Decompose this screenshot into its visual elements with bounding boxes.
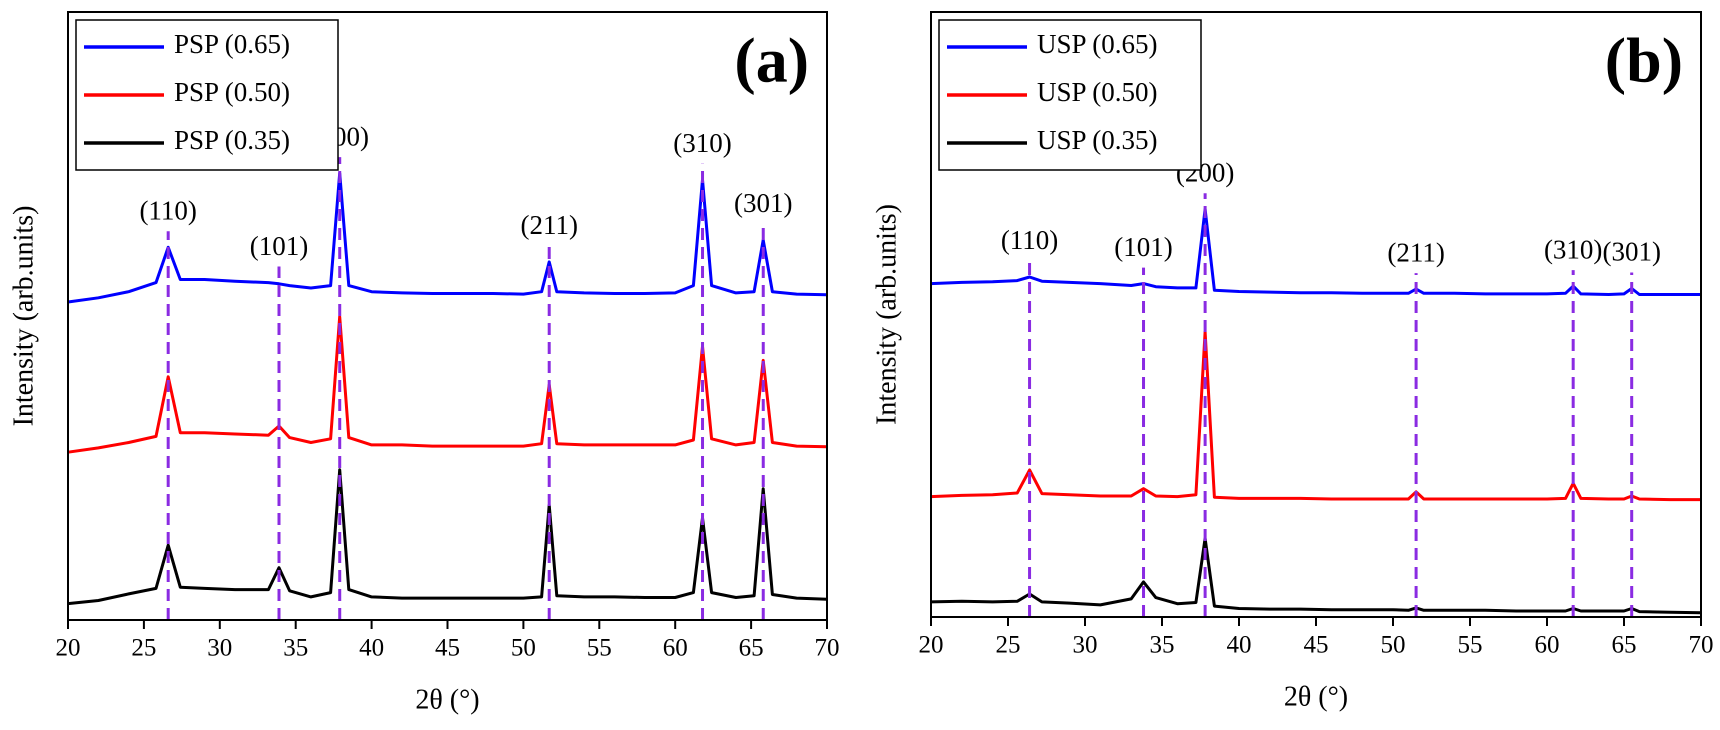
x-axis-title: 2θ (°) [1284,681,1348,712]
panel-label: (a) [734,25,809,96]
legend-label: PSP (0.35) [174,125,290,155]
series-line [930,330,1701,502]
legend-label: USP (0.65) [1037,29,1158,59]
x-tick-label: 55 [587,635,612,662]
legend-label: PSP (0.50) [174,77,290,107]
x-tick-label: 65 [739,635,764,662]
x-tick-label: 55 [1458,632,1483,659]
x-tick-label: 50 [511,635,536,662]
x-tick-label: 20 [919,632,944,659]
peak-label: (110) [1001,225,1058,255]
x-tick-label: 50 [1381,632,1406,659]
x-tick-label: 45 [435,635,460,662]
series-line [67,468,828,606]
peak-label: (301) [1602,237,1660,267]
x-tick-label: 60 [663,635,688,662]
peak-label: (211) [520,210,577,240]
x-tick-label: 60 [1535,632,1560,659]
peak-label: (101) [1114,232,1172,262]
x-tick-label: 30 [207,635,232,662]
peak-label: (110) [139,195,196,225]
peak-label: (310) [673,128,731,158]
x-tick-label: 45 [1304,632,1329,659]
legend-label: USP (0.50) [1037,77,1158,107]
series-line [930,536,1702,615]
peak-label: (301) [734,188,792,218]
x-tick-label: 40 [1227,632,1252,659]
peak-label: (101) [250,231,308,261]
panel-label: (b) [1605,25,1683,96]
x-tick-label: 35 [1150,632,1175,659]
x-tick-label: 65 [1612,632,1637,659]
y-axis-title: Intensity (arb.units) [871,204,902,425]
series-line [67,315,828,454]
x-tick-label: 25 [996,632,1021,659]
x-tick-label: 30 [1073,632,1098,659]
x-tick-label: 25 [131,635,156,662]
legend-label: PSP (0.65) [174,29,290,59]
x-tick-label: 20 [56,635,81,662]
series-line [67,171,828,304]
y-axis-title: Intensity (arb.units) [8,206,39,427]
legend-label: USP (0.35) [1037,125,1158,155]
peak-label: (310) [1544,234,1602,264]
x-tick-label: 40 [359,635,384,662]
x-tick-label: 70 [815,635,840,662]
x-axis-title: 2θ (°) [415,684,479,715]
x-tick-label: 70 [1689,632,1714,659]
series-line [930,207,1701,296]
x-tick-label: 35 [283,635,308,662]
peak-label: (211) [1387,237,1444,267]
